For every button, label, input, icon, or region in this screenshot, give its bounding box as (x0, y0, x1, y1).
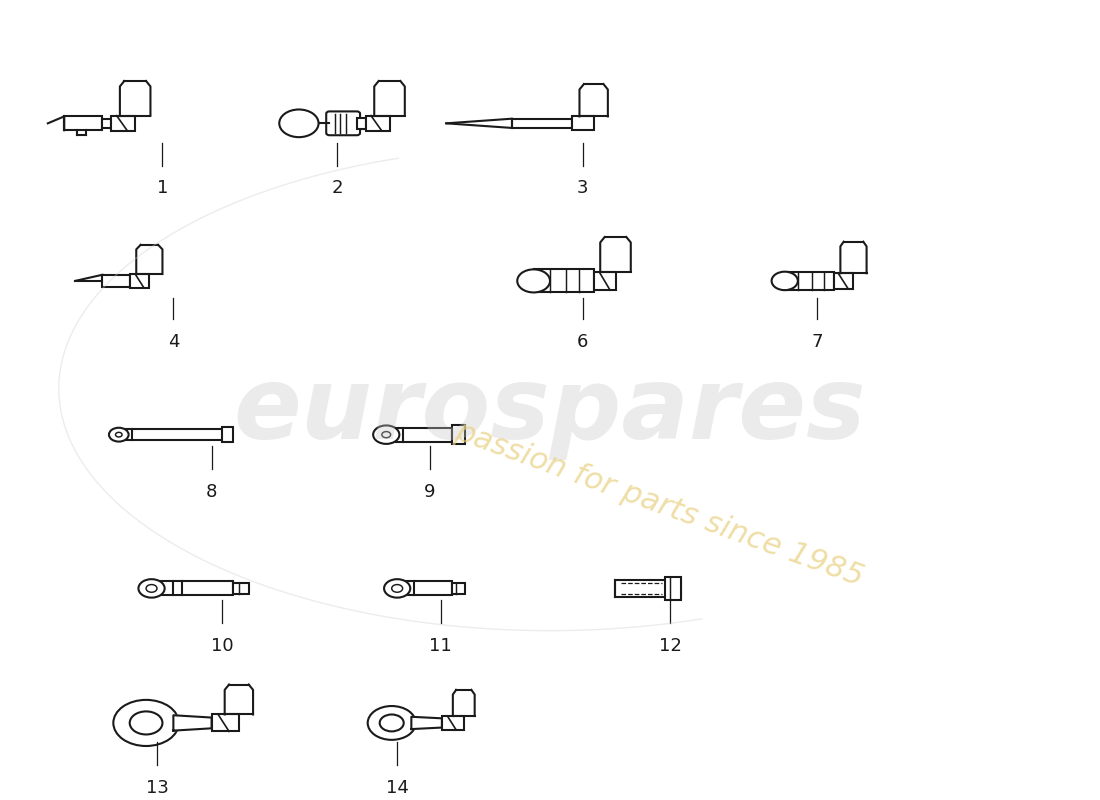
Bar (442, 716, 464, 730)
Text: 7: 7 (812, 333, 823, 351)
Bar (365, 116, 389, 131)
Bar (397, 582, 452, 595)
Circle shape (379, 714, 404, 731)
Circle shape (392, 585, 403, 592)
Circle shape (517, 270, 550, 293)
Circle shape (113, 700, 179, 746)
Text: 6: 6 (578, 333, 588, 351)
Circle shape (367, 706, 416, 740)
Text: 14: 14 (386, 779, 408, 797)
Bar (233, 583, 249, 594)
Bar (534, 270, 594, 293)
Text: 3: 3 (578, 179, 588, 198)
Polygon shape (174, 715, 211, 730)
Text: 11: 11 (429, 637, 452, 655)
Bar (211, 714, 239, 731)
Bar (834, 274, 854, 289)
Text: 4: 4 (167, 333, 179, 351)
Bar (572, 117, 594, 130)
Bar (222, 427, 233, 442)
Bar (111, 116, 135, 131)
Circle shape (373, 426, 399, 444)
Bar (512, 118, 572, 128)
Bar (130, 274, 150, 288)
Bar (119, 430, 222, 440)
Bar (102, 118, 111, 128)
Circle shape (116, 432, 122, 437)
Circle shape (139, 579, 165, 598)
Bar (452, 426, 465, 444)
Bar (594, 272, 616, 290)
Bar (664, 577, 681, 600)
Text: 1: 1 (157, 179, 168, 198)
Bar (784, 272, 834, 290)
Text: eurospares: eurospares (233, 363, 867, 460)
Circle shape (384, 579, 410, 598)
Text: 8: 8 (206, 483, 218, 501)
Circle shape (771, 272, 797, 290)
Text: 9: 9 (425, 483, 436, 501)
Bar (452, 583, 465, 594)
Circle shape (109, 428, 129, 442)
Bar (356, 118, 365, 129)
Text: 13: 13 (145, 779, 168, 797)
Bar (64, 117, 102, 130)
Text: passion for parts since 1985: passion for parts since 1985 (451, 416, 867, 591)
Bar (386, 428, 452, 442)
Bar (616, 580, 681, 597)
Polygon shape (411, 717, 442, 729)
Circle shape (146, 585, 157, 592)
Bar (102, 275, 130, 286)
Text: 2: 2 (331, 179, 343, 198)
Circle shape (382, 431, 390, 438)
Text: 12: 12 (659, 637, 682, 655)
Circle shape (279, 110, 319, 137)
FancyBboxPatch shape (327, 111, 360, 135)
Text: 10: 10 (211, 637, 234, 655)
Bar (152, 582, 233, 595)
Circle shape (130, 711, 163, 734)
